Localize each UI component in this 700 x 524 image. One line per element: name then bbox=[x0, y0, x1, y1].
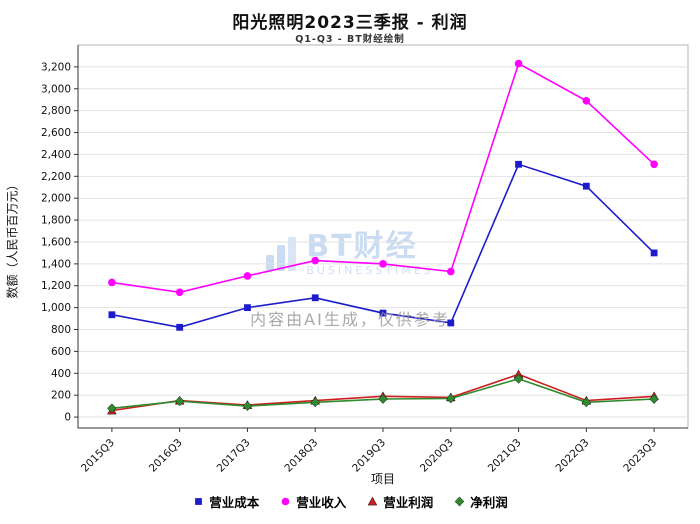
y-tick-label: 2,400 bbox=[41, 149, 71, 161]
x-tick-label: 2015Q3 bbox=[79, 437, 117, 475]
watermark-text: BT财经 BUSINESSTIMES bbox=[306, 229, 434, 277]
data-point-1-3 bbox=[311, 256, 320, 265]
legend-marker-shape bbox=[367, 496, 378, 506]
legend-marker-triangle-icon bbox=[367, 496, 378, 506]
y-tick-label: 1,600 bbox=[41, 236, 71, 248]
y-tick-label: 200 bbox=[51, 390, 71, 402]
data-point-3-7 bbox=[581, 397, 592, 408]
x-tick-label: 2021Q3 bbox=[486, 437, 524, 475]
legend-marker-circle-icon bbox=[281, 497, 290, 506]
x-tick-label: 2018Q3 bbox=[282, 437, 320, 475]
legend-label: 净利润 bbox=[470, 495, 508, 510]
legend-label: 营业利润 bbox=[383, 495, 434, 510]
x-tick-label: 2022Q3 bbox=[554, 437, 592, 475]
x-axis-label: 项目 bbox=[370, 472, 395, 486]
legend-item-3: 净利润 bbox=[453, 492, 508, 511]
data-point-3-6 bbox=[513, 373, 524, 384]
data-point-0-7 bbox=[582, 182, 590, 190]
data-point-0-1 bbox=[176, 323, 184, 331]
plot-border bbox=[77, 44, 689, 429]
x-tick-label: 2016Q3 bbox=[147, 437, 185, 475]
data-point-1-8 bbox=[650, 160, 658, 169]
y-tick-label: 2,000 bbox=[41, 193, 71, 205]
legend-item-2: 营业利润 bbox=[366, 492, 433, 511]
data-point-3-3 bbox=[310, 397, 320, 408]
data-point-3-2 bbox=[242, 401, 253, 412]
legend-marker-diamond-icon bbox=[455, 496, 465, 507]
data-point-0-2 bbox=[244, 304, 251, 312]
x-tick-label: 2023Q3 bbox=[621, 437, 659, 475]
legend-marker-shape bbox=[281, 497, 290, 506]
legend-item-0: 营业成本 bbox=[192, 492, 259, 511]
y-tick-label: 1,200 bbox=[41, 280, 71, 292]
y-tick-label: 1,400 bbox=[41, 258, 71, 270]
x-tick-label: 2017Q3 bbox=[215, 437, 253, 475]
y-tick-label: 3,000 bbox=[41, 83, 71, 95]
data-point-1-5 bbox=[446, 267, 455, 276]
legend-marker-square-icon bbox=[195, 498, 203, 505]
data-point-3-8 bbox=[649, 394, 659, 404]
chart-subtitle: Q1-Q3 - BT财经绘制 bbox=[295, 34, 405, 45]
bt-logo-icon bbox=[266, 237, 297, 271]
watermark-logo: BT财经 BUSINESSTIMES bbox=[266, 232, 433, 276]
y-tick-label: 0 bbox=[64, 412, 71, 424]
y-tick-label: 400 bbox=[51, 368, 71, 380]
data-point-3-0 bbox=[107, 403, 117, 414]
data-point-0-3 bbox=[311, 294, 319, 302]
y-axis-label: 数额（人民币百万元） bbox=[5, 178, 20, 299]
legend-label: 营业成本 bbox=[209, 495, 260, 510]
data-point-1-7 bbox=[582, 97, 591, 105]
y-tick-label: 2,600 bbox=[41, 127, 71, 139]
watermark-brand: BT财经 bbox=[306, 229, 418, 264]
data-point-1-4 bbox=[379, 260, 387, 268]
y-tick-label: 2,800 bbox=[41, 105, 71, 117]
x-tick-label: 2020Q3 bbox=[418, 437, 456, 475]
chart-title: 阳光照明2023三季报 - 利润 bbox=[232, 13, 468, 33]
series-line-1 bbox=[111, 62, 655, 294]
series-line-0 bbox=[111, 163, 655, 329]
data-point-3-1 bbox=[174, 396, 185, 407]
data-point-1-2 bbox=[243, 272, 252, 280]
watermark-brand-sub: BUSINESSTIMES bbox=[306, 264, 434, 277]
data-point-0-5 bbox=[447, 319, 455, 327]
y-tick-label: 800 bbox=[51, 324, 71, 336]
data-point-0-8 bbox=[650, 249, 658, 257]
y-tick-label: 600 bbox=[51, 346, 71, 358]
data-point-0-6 bbox=[515, 160, 522, 168]
legend: 营业成本 营业收入 营业利润 净利润 bbox=[0, 492, 700, 511]
legend-item-1: 营业收入 bbox=[279, 492, 346, 511]
y-tick-label: 2,200 bbox=[41, 171, 71, 183]
y-tick-label: 3,200 bbox=[41, 61, 71, 73]
data-point-1-6 bbox=[514, 59, 523, 68]
y-tick-label: 1,000 bbox=[41, 302, 71, 314]
data-point-0-0 bbox=[108, 311, 116, 319]
legend-marker-shape bbox=[455, 496, 465, 507]
data-point-3-4 bbox=[378, 394, 388, 404]
data-point-1-0 bbox=[108, 278, 116, 287]
watermark-disclaimer: 内容由AI生成，仅供参考 bbox=[250, 310, 450, 329]
data-point-3-5 bbox=[446, 393, 456, 404]
legend-marker-shape bbox=[195, 498, 203, 505]
watermark: BT财经 BUSINESSTIMES bbox=[0, 232, 700, 276]
data-point-1-1 bbox=[175, 288, 184, 297]
legend-label: 营业收入 bbox=[296, 495, 347, 510]
y-tick-label: 1,800 bbox=[41, 215, 71, 227]
x-tick-label: 2019Q3 bbox=[350, 437, 388, 475]
data-point-0-4 bbox=[379, 309, 387, 317]
